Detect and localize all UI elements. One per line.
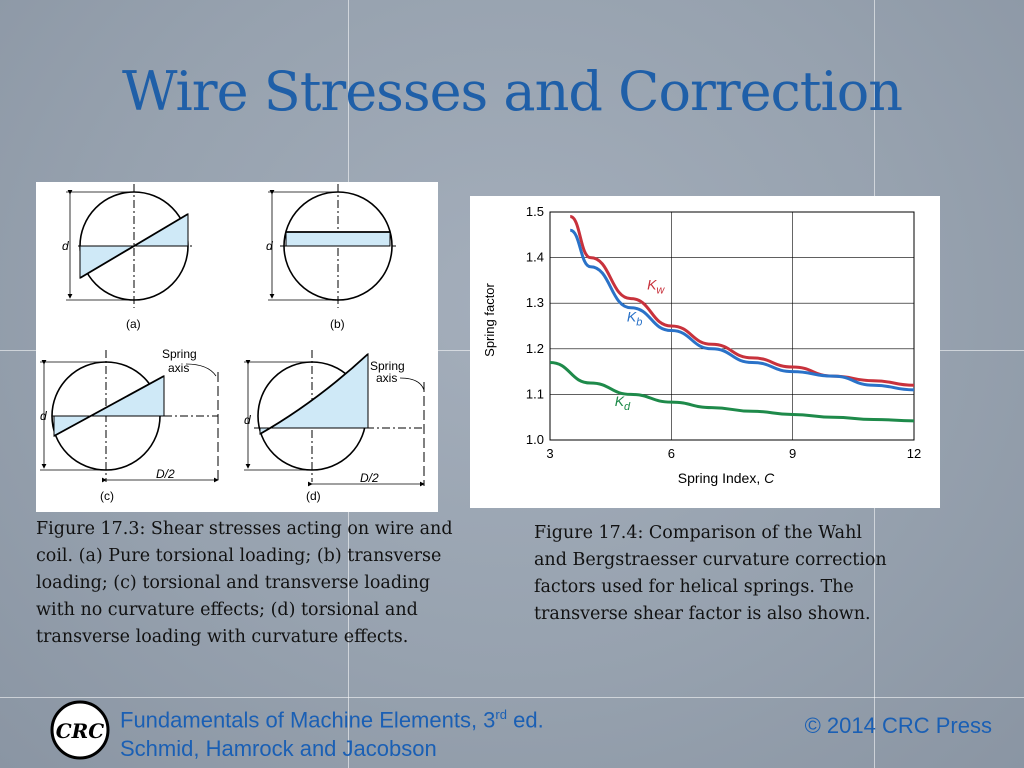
diagram-c-spring-label: Spring [162, 347, 197, 361]
chart-x-axis-label: Spring Index, C [678, 470, 775, 486]
chart-series-line-d [549, 360, 915, 423]
chart-grid [549, 211, 915, 441]
diagram-a-d-label: d [62, 239, 69, 253]
footer-edition-suffix: ed. [506, 707, 544, 733]
chart-series-line-w [569, 215, 915, 387]
chart-y-tick-label: 1.2 [526, 341, 544, 356]
footer-copyright: © 2014 CRC Press [804, 713, 992, 738]
figure-17-3-caption: Figure 17.3: Shear stresses acting on wi… [36, 519, 453, 647]
diagram-c-d2-label: D/2 [156, 467, 175, 481]
diagram-c-label: (c) [100, 489, 114, 503]
diagram-d-spring-label: Spring [370, 359, 405, 373]
chart-x-tick-label: 3 [546, 446, 553, 461]
chart-x-tick-label: 12 [907, 446, 921, 461]
chart-y-tick-label: 1.5 [526, 204, 544, 219]
diagram-d-axis-label: axis [376, 371, 397, 385]
chart-series-label-d: Kd [615, 393, 631, 413]
figure-17-4-caption: Figure 17.4: Comparison of the Wahl and … [534, 523, 887, 624]
diagram-c-d-label: d [40, 409, 47, 423]
diagram-d: d Spring axis D/2 (d) [244, 350, 425, 503]
diagram-b: d (b) [266, 184, 396, 331]
chart-y-tick-label: 1.4 [526, 250, 544, 265]
chart-x-tick-label: 6 [668, 446, 675, 461]
chart-plot-frame [549, 211, 915, 441]
diagram-c: d Spring axis D/2 (c) [40, 347, 219, 503]
background-gridline [0, 697, 1024, 698]
slide-title: Wire Stresses and Correction [121, 60, 903, 123]
diagram-d-d2-label: D/2 [360, 471, 379, 485]
diagram-b-label: (b) [330, 317, 345, 331]
chart-series-label-w: Kw [647, 277, 665, 297]
figure-17-3-panel: d (a) d (b) [36, 182, 438, 512]
figure-17-4-panel: 3 6 9 12 1.0 1.1 1.2 1.3 1.4 1.5 Kw Kb Kd Spring In… [470, 196, 940, 508]
diagram-a-label: (a) [126, 317, 141, 331]
diagram-b-d-label: d [266, 239, 273, 253]
crc-logo: CRC [50, 700, 110, 760]
footer-authors: Schmid, Hamrock and Jacobson [120, 736, 437, 762]
chart-x-tick-label: 9 [789, 446, 796, 461]
chart-series-label-b: Kb [627, 308, 642, 328]
crc-logo-text: CRC [56, 719, 105, 743]
chart-y-axis-label: Spring factor [482, 282, 497, 356]
diagram-a: d (a) [62, 184, 192, 331]
chart-y-tick-label: 1.0 [526, 432, 544, 447]
diagram-d-d-label: d [244, 413, 251, 427]
diagram-c-axis-label: axis [168, 361, 189, 375]
chart-series-line-b [569, 228, 915, 392]
shear-stress-diagrams: d (a) d (b) [40, 184, 425, 503]
chart-y-tick-label: 1.1 [526, 386, 544, 401]
footer-edition-superscript: rd [495, 707, 507, 722]
diagram-d-label: (d) [306, 489, 321, 503]
footer-book-info: Fundamentals of Machine Elements, 3rd ed… [120, 700, 544, 763]
footer-book-title: Fundamentals of Machine Elements, 3 [120, 707, 496, 733]
chart-y-tick-label: 1.3 [526, 295, 544, 310]
